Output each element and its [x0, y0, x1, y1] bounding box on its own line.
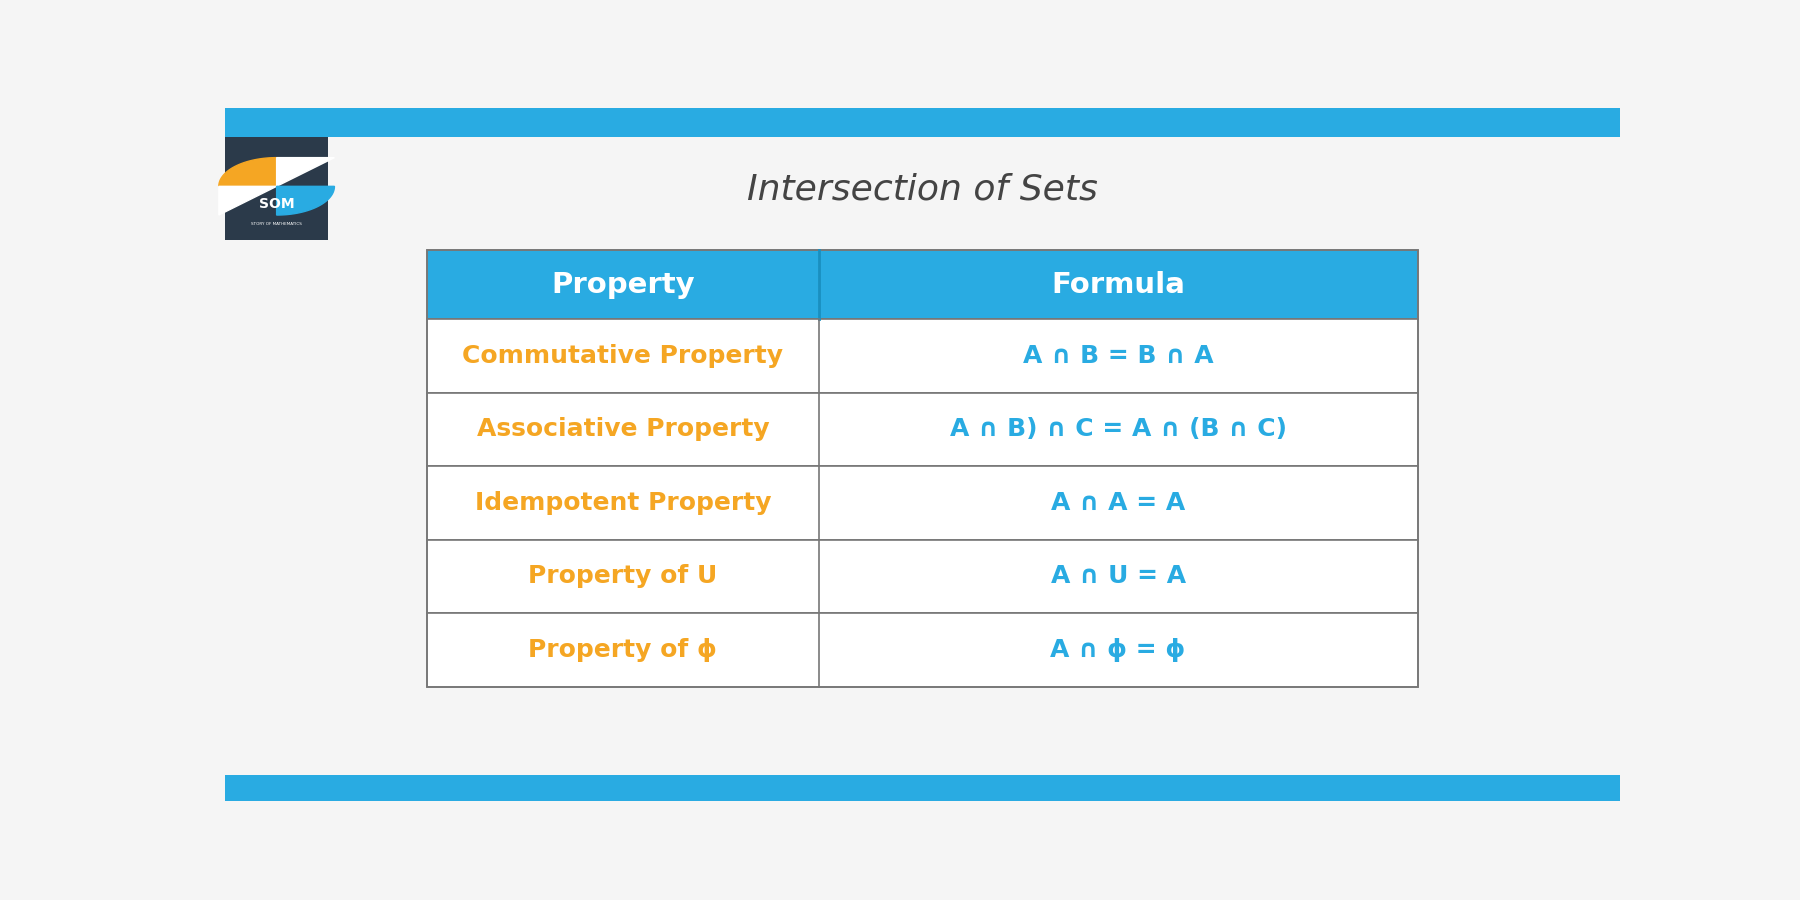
- Bar: [427, 540, 1418, 613]
- Text: SOM: SOM: [259, 197, 295, 211]
- Text: Intersection of Sets: Intersection of Sets: [747, 172, 1098, 206]
- Polygon shape: [220, 186, 277, 215]
- Text: A ∩ U = A: A ∩ U = A: [1051, 564, 1186, 589]
- Text: A ∩ B) ∩ C = A ∩ (B ∩ C): A ∩ B) ∩ C = A ∩ (B ∩ C): [950, 418, 1287, 441]
- Polygon shape: [220, 158, 277, 186]
- Bar: [427, 250, 1418, 319]
- Bar: [225, 137, 328, 239]
- Text: Property of ϕ: Property of ϕ: [529, 638, 718, 662]
- Text: A ∩ B = B ∩ A: A ∩ B = B ∩ A: [1022, 344, 1213, 368]
- Bar: [427, 319, 1418, 392]
- Bar: [427, 250, 1418, 687]
- Text: STORY OF MATHEMATICS: STORY OF MATHEMATICS: [252, 221, 302, 226]
- Text: Commutative Property: Commutative Property: [463, 344, 783, 368]
- Text: Property of U: Property of U: [527, 564, 718, 589]
- Polygon shape: [277, 158, 335, 186]
- Text: Formula: Formula: [1051, 271, 1184, 299]
- Text: Idempotent Property: Idempotent Property: [475, 491, 770, 515]
- Bar: [427, 466, 1418, 540]
- Bar: [225, 108, 1620, 137]
- Bar: [225, 775, 1620, 801]
- Text: A ∩ ϕ = ϕ: A ∩ ϕ = ϕ: [1051, 638, 1186, 662]
- Text: A ∩ A = A: A ∩ A = A: [1051, 491, 1184, 515]
- Polygon shape: [277, 186, 335, 215]
- Text: Property: Property: [551, 271, 695, 299]
- Bar: [427, 392, 1418, 466]
- Bar: [427, 613, 1418, 687]
- Text: Associative Property: Associative Property: [477, 418, 769, 441]
